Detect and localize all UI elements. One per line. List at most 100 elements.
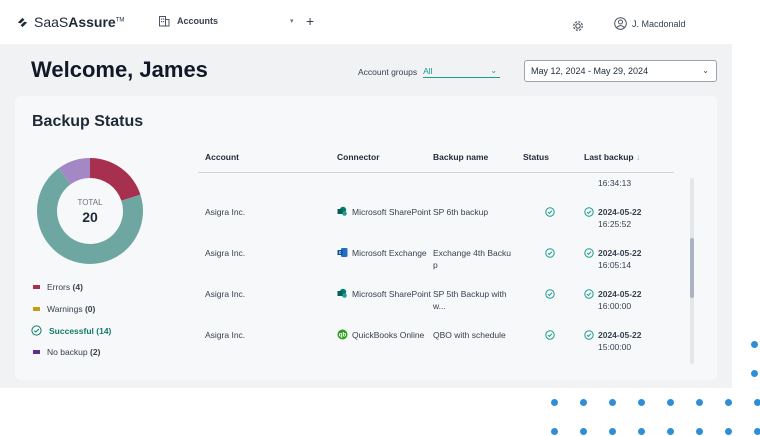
app-window: SaaSAssureTM Accounts ▾ + J. Macdonald	[0, 0, 732, 388]
legend-label-warnings: Warnings (0)	[47, 304, 96, 314]
account-groups-value: All	[423, 66, 433, 76]
decorative-dot	[580, 399, 587, 406]
svg-text:qb: qb	[339, 333, 347, 339]
date-range-select[interactable]: May 12, 2024 - May 29, 2024 ⌄	[524, 60, 717, 82]
legend-label-no-backup: No backup (2)	[47, 347, 101, 357]
decorative-dot	[551, 399, 558, 406]
donut-total-value: 20	[82, 209, 98, 225]
row-3-last-backup: 2024-05-22 15:00:00	[598, 330, 642, 352]
status-success-icon	[545, 330, 555, 340]
exchange-icon	[337, 248, 348, 257]
legend-item-warnings[interactable]: Warnings (0)	[31, 304, 151, 314]
logo-text: SaaSAssureTM	[34, 14, 125, 30]
last-backup-success-icon	[584, 207, 594, 217]
check-circle-icon	[31, 325, 42, 336]
row-2-connector: Microsoft SharePoint	[337, 288, 431, 300]
donut-segment-errors[interactable]	[90, 158, 141, 201]
column-header-connector[interactable]: Connector	[337, 152, 380, 162]
account-groups-select[interactable]: All ⌄	[423, 66, 501, 78]
decorative-dot	[751, 341, 758, 348]
decorative-dot	[580, 428, 587, 435]
table-header-divider	[198, 172, 674, 173]
chevron-down-icon: ⌄	[490, 66, 498, 75]
tab-accounts[interactable]: Accounts ▾	[158, 15, 294, 27]
add-tab-button[interactable]: +	[306, 13, 315, 29]
row-2-last-backup: 2024-05-22 16:00:00	[598, 289, 642, 311]
status-success-icon	[545, 289, 555, 299]
row-0-backup-name[interactable]: SP 6th backup	[433, 207, 489, 217]
decorative-dot	[667, 399, 674, 406]
row-3-connector: qb QuickBooks Online	[337, 329, 424, 341]
decorative-dot	[725, 428, 732, 435]
decorative-dot	[751, 370, 758, 377]
backup-donut-chart[interactable]	[35, 156, 145, 266]
row-2-connector-label: Microsoft SharePoint	[352, 289, 431, 299]
sharepoint-icon	[337, 206, 347, 216]
decorative-dot	[638, 428, 645, 435]
row-1-connector-label: Microsoft Exchange	[352, 248, 427, 258]
building-icon	[159, 16, 170, 27]
table-scrollbar-thumb[interactable]	[690, 238, 694, 298]
user-menu[interactable]: J. Macdonald	[614, 17, 686, 30]
chevron-down-icon: ⌄	[702, 66, 709, 75]
legend-item-errors[interactable]: Errors (4)	[31, 282, 151, 292]
status-success-icon	[545, 207, 555, 217]
row-0-connector: Microsoft SharePoint	[337, 206, 431, 218]
donut-total-label: TOTAL	[77, 198, 103, 207]
row-0-account[interactable]: Asigra Inc.	[205, 207, 246, 217]
row-1-connector: Microsoft Exchange	[337, 247, 427, 259]
legend-item-successful[interactable]: Successful (14)	[31, 325, 151, 336]
date-range-value: May 12, 2024 - May 29, 2024	[531, 66, 649, 76]
logo[interactable]: SaaSAssureTM	[16, 14, 124, 30]
decorative-dot	[696, 428, 703, 435]
account-groups-filter: Account groups All ⌄	[358, 66, 501, 78]
page-title: Welcome, James	[31, 57, 208, 82]
column-header-account[interactable]: Account	[205, 152, 239, 162]
row-1-last-backup: 2024-05-22 16:05:14	[598, 248, 642, 270]
user-icon	[614, 17, 627, 30]
row-1-backup-name[interactable]: Exchange 4th Backu p	[433, 248, 511, 270]
chevron-down-icon[interactable]: ▾	[290, 18, 294, 25]
user-name: J. Macdonald	[632, 18, 686, 29]
warnings-swatch	[33, 307, 40, 311]
row-0-last-backup: 2024-05-22 16:25:52	[598, 207, 642, 229]
gear-icon[interactable]	[571, 19, 585, 33]
column-header-last-backup[interactable]: Last backup ↓	[584, 152, 641, 162]
decorative-dot	[609, 399, 616, 406]
sort-arrow-icon: ↓	[635, 152, 641, 162]
column-header-status[interactable]: Status	[523, 152, 549, 162]
row-3-account[interactable]: Asigra Inc.	[205, 330, 246, 340]
decorative-dot	[667, 428, 674, 435]
row-2-backup-name[interactable]: SP 5th Backup with w...	[433, 289, 507, 311]
partial-row-time: 16:34:13	[598, 178, 632, 188]
last-backup-success-icon	[584, 248, 594, 258]
legend-item-no-backup[interactable]: No backup (2)	[31, 347, 151, 357]
top-bar: SaaSAssureTM Accounts ▾ + J. Macdonald	[0, 0, 732, 44]
donut-segment-no-backup[interactable]	[58, 158, 90, 185]
status-success-icon	[545, 248, 555, 258]
row-3-backup-name[interactable]: QBO with schedule	[433, 330, 506, 340]
decorative-dot	[696, 399, 703, 406]
column-header-backup-name[interactable]: Backup name	[433, 152, 489, 162]
legend-label-errors: Errors (4)	[47, 282, 83, 292]
backup-status-card: Backup Status TOTAL 20 Errors (4) Warnin…	[15, 96, 717, 380]
row-0-connector-label: Microsoft SharePoint	[352, 207, 431, 217]
sharepoint-icon	[337, 288, 347, 298]
errors-swatch	[33, 285, 40, 289]
account-groups-label: Account groups	[358, 67, 418, 77]
donut-segment-successful[interactable]	[36, 168, 143, 264]
quickbooks-icon: qb	[337, 329, 348, 340]
decorative-dot	[638, 399, 645, 406]
decorative-dot	[551, 428, 558, 435]
last-backup-success-icon	[584, 330, 594, 340]
row-1-account[interactable]: Asigra Inc.	[205, 248, 246, 258]
tab-accounts-label: Accounts	[177, 16, 219, 26]
decorative-dot	[754, 399, 760, 406]
row-3-connector-label: QuickBooks Online	[352, 330, 425, 340]
logo-icon	[17, 17, 28, 27]
decorative-dot	[754, 428, 760, 435]
decorative-dot	[609, 428, 616, 435]
backup-status-title: Backup Status	[32, 113, 144, 130]
row-2-account[interactable]: Asigra Inc.	[205, 289, 246, 299]
legend-label-successful: Successful (14)	[49, 325, 112, 336]
